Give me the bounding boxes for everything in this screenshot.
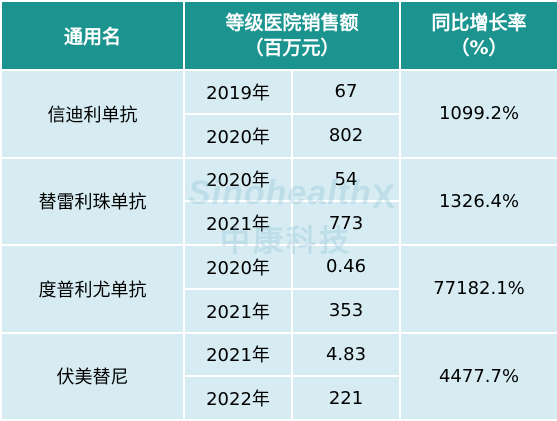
- sales-value-cell: 773: [290, 200, 402, 246]
- table-row: 伏美替尼 2021年 4.83 4477.7%: [0, 331, 557, 421]
- header-growth-title: 同比增长率: [431, 11, 527, 34]
- drug-name: 替雷利珠单抗: [0, 156, 185, 246]
- drug-name: 度普利尤单抗: [0, 244, 185, 334]
- growth-rate-cell: 1326.4%: [399, 156, 557, 246]
- sales-value-cell: 54: [290, 156, 402, 203]
- year-cell: 2022年: [183, 375, 293, 421]
- table-row: 2021年 353: [1, 287, 557, 334]
- year-cell: 2021年: [183, 331, 293, 378]
- sales-value-cell: 353: [290, 287, 402, 334]
- drug-name: 伏美替尼: [0, 331, 185, 421]
- table-row: 2020年 802: [1, 112, 557, 159]
- header-sales-title: 等级医院销售额: [225, 11, 359, 34]
- table-row: 度普利尤单抗 2020年 0.46 77182.1%: [0, 244, 557, 334]
- sales-value-cell: 221: [290, 375, 402, 421]
- growth-rate-cell: 4477.7%: [399, 331, 557, 421]
- growth-rate-cell: 77182.1%: [399, 244, 557, 334]
- table-row: 信迪利单抗 2019年 67 1099.2%: [0, 69, 557, 159]
- table-row: 2022年 221: [1, 375, 557, 421]
- year-cell: 2021年: [183, 287, 293, 334]
- year-cell: 2019年: [183, 69, 293, 115]
- year-cell: 2021年: [183, 200, 293, 246]
- sales-value-cell: 4.83: [290, 331, 402, 378]
- header-generic-name: 通用名: [0, 0, 185, 71]
- table-row: 2021年 773: [1, 200, 557, 246]
- year-cell: 2020年: [183, 244, 293, 290]
- header-growth-unit: （%）: [450, 36, 508, 59]
- header-sales: 等级医院销售额 （百万元）: [182, 0, 402, 71]
- sales-value-cell: 67: [290, 69, 402, 115]
- year-cell: 2020年: [183, 112, 293, 159]
- header-growth: 同比增长率 （%）: [399, 0, 557, 71]
- sales-value-cell: 802: [290, 112, 402, 159]
- sales-value-cell: 0.46: [290, 244, 402, 290]
- header-sales-unit: （百万元）: [244, 36, 340, 59]
- growth-rate-cell: 1099.2%: [399, 69, 557, 159]
- header-row: 通用名 等级医院销售额 （百万元） 同比增长率 （%）: [0, 0, 557, 71]
- year-cell: 2020年: [183, 156, 293, 203]
- drug-name: 信迪利单抗: [0, 69, 185, 159]
- table-row: 替雷利珠单抗 2020年 54 1326.4%: [0, 156, 557, 246]
